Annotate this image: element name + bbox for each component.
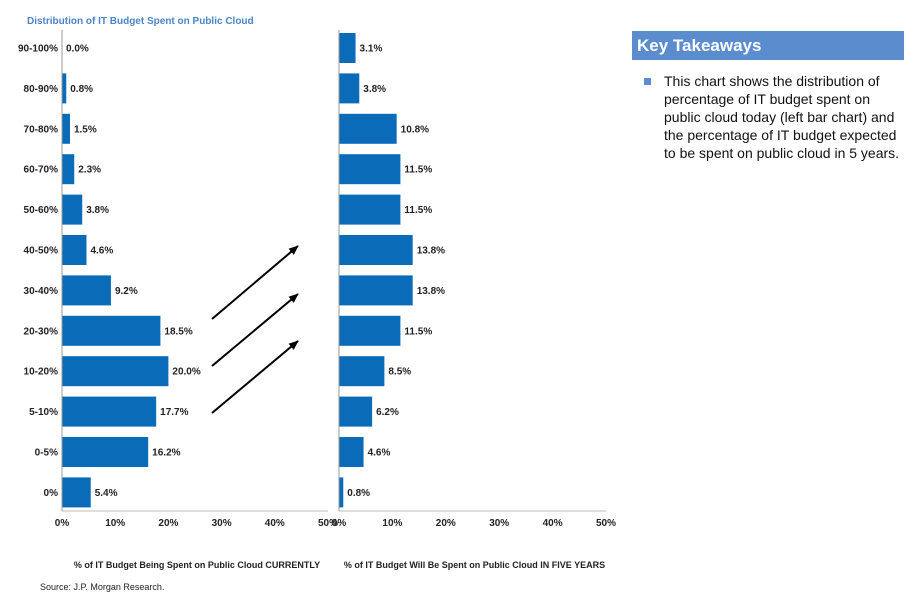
x-tick-label: 50% [596,518,616,529]
data-label: 5.4% [95,488,118,499]
bar [62,73,67,104]
bar [62,396,157,427]
category-label: 50-60% [24,205,59,216]
key-takeaways-title: Key Takeaways [632,31,904,60]
current-budget-chart: 90-100% 0.0% 80-90% 0.8% 70-80% 1.5% 60-70% 2.3… [18,30,338,570]
data-label: 4.6% [90,246,113,257]
bar [62,194,83,225]
data-label: 11.5% [404,165,432,176]
data-label: 4.6% [368,448,391,459]
data-label: 2.3% [78,165,101,176]
trend-arrow-1 [211,245,299,320]
bar [339,356,385,387]
x-axis-label: % of IT Budget Being Spent on Public Clo… [74,560,320,570]
source-note: Source: J.P. Morgan Research. [40,582,164,592]
five-year-budget-chart: 3.1% 3.8% 10.8% 11.5% 11.5% 13.8% 13.8% 11.5% 8.… [332,30,616,570]
data-label: 11.5% [404,326,432,337]
x-tick-label: 20% [436,518,456,529]
bar [339,315,401,346]
category-label: 20-30% [24,326,59,337]
x-tick-label: 0% [55,518,70,529]
bar [62,477,91,508]
bar [62,235,87,265]
bar [339,477,344,508]
x-tick-label: 0% [332,518,347,529]
data-label: 8.5% [388,367,411,378]
bar [62,356,169,387]
bar [62,315,161,346]
category-label: 80-90% [24,84,59,95]
data-label: 1.5% [74,124,97,135]
data-label: 9.2% [115,286,138,297]
bar [339,235,413,265]
data-label: 6.2% [376,407,399,418]
data-label: 17.7% [160,407,188,418]
category-label: 70-80% [24,124,59,135]
takeaway-text: This chart shows the distribution of per… [664,73,900,161]
category-label: 60-70% [24,165,59,176]
data-label: 20.0% [172,367,200,378]
x-tick-label: 40% [543,518,563,529]
bar [62,154,75,185]
chart-title: Distribution of IT Budget Spent on Publi… [27,16,254,27]
data-label: 3.8% [86,205,109,216]
category-label: 90-100% [18,44,58,55]
trend-arrows [211,245,299,414]
data-label: 13.8% [417,286,445,297]
x-tick-label: 30% [212,518,232,529]
bar [339,275,413,306]
x-tick-label: 20% [158,518,178,529]
square-bullet-icon [644,78,651,85]
bar [339,396,373,427]
data-label: 3.1% [360,44,383,55]
chart-area: Distribution of IT Budget Spent on Publi… [18,16,616,592]
data-label: 11.5% [404,205,432,216]
x-tick-label: 30% [489,518,509,529]
key-takeaways-panel: Key Takeaways This chart shows the distr… [632,31,904,162]
data-label: 0.0% [66,44,89,55]
bar [339,113,397,144]
data-label: 3.8% [363,84,386,95]
x-axis-label: % of IT Budget Will Be Spent on Public C… [344,560,605,570]
category-label: 10-20% [24,367,59,378]
x-tick-label: 10% [105,518,125,529]
bar [62,275,111,306]
x-tick-label: 40% [265,518,285,529]
category-label: 30-40% [24,286,59,297]
bar [62,113,70,144]
takeaway-item: This chart shows the distribution of per… [632,72,904,162]
data-label: 18.5% [164,326,192,337]
trend-arrow-3 [211,340,299,414]
bar [339,437,364,467]
category-label: 40-50% [24,246,59,257]
category-label: 0-5% [35,448,58,459]
bar [339,194,401,225]
data-label: 10.8% [401,124,429,135]
bar [62,437,149,467]
x-tick-label: 10% [382,518,402,529]
bar [339,73,360,104]
bar [339,33,356,63]
bar [339,154,401,185]
category-label: 5-10% [29,407,58,418]
data-label: 0.8% [70,84,93,95]
data-label: 0.8% [347,488,370,499]
data-label: 16.2% [152,448,180,459]
category-label: 0% [44,488,59,499]
data-label: 13.8% [417,246,445,257]
x-tick-label: 50% [318,518,338,529]
trend-arrow-2 [211,293,299,367]
